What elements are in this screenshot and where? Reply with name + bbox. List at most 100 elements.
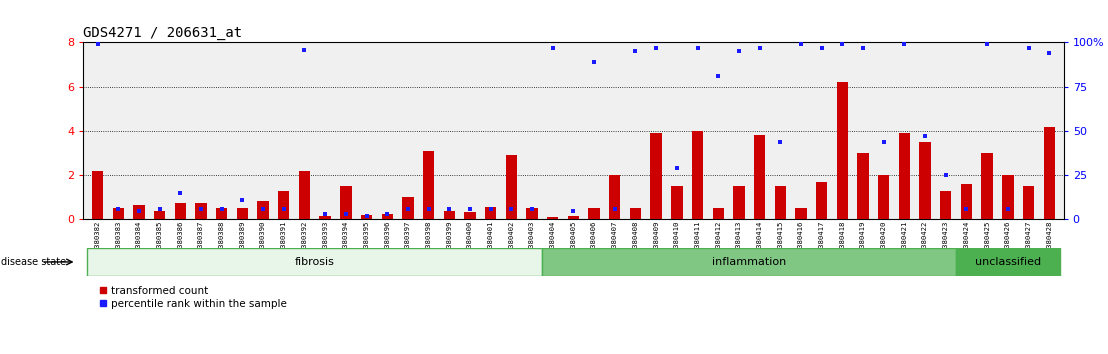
Bar [609, 175, 620, 219]
Point [275, 206, 293, 212]
Point [399, 206, 417, 212]
Bar [133, 205, 145, 219]
Bar [588, 209, 599, 219]
Point [833, 41, 851, 47]
Point [585, 59, 603, 65]
Point [316, 211, 334, 217]
Point [895, 41, 913, 47]
Bar [278, 191, 289, 219]
Bar [629, 209, 642, 219]
Bar [381, 214, 393, 219]
Point [461, 206, 479, 212]
Bar [982, 153, 993, 219]
Bar [195, 203, 207, 219]
Point [792, 41, 810, 47]
Point [89, 41, 106, 47]
Bar [88, 248, 542, 276]
Text: disease state: disease state [1, 257, 66, 267]
Bar [878, 175, 890, 219]
Point [523, 206, 541, 212]
Point [440, 206, 458, 212]
Bar [464, 212, 475, 219]
Bar [650, 133, 661, 219]
Bar [733, 186, 745, 219]
Point [1019, 45, 1037, 51]
Point [627, 48, 645, 54]
Bar [175, 203, 186, 219]
Point [875, 139, 893, 144]
Point [957, 206, 975, 212]
Point [813, 45, 831, 51]
Bar [940, 191, 952, 219]
Bar [1023, 186, 1034, 219]
Bar [113, 209, 124, 219]
Bar [712, 209, 724, 219]
Point [1040, 50, 1058, 56]
Bar [257, 201, 269, 219]
Point [213, 206, 230, 212]
Point [337, 211, 355, 217]
Point [916, 133, 934, 139]
Point [564, 208, 583, 213]
Bar [961, 184, 972, 219]
Bar [361, 215, 372, 219]
Bar [299, 171, 310, 219]
Bar [774, 186, 786, 219]
Point [709, 73, 727, 79]
Text: fibrosis: fibrosis [295, 257, 335, 267]
Point [151, 206, 168, 212]
Text: unclassified: unclassified [975, 257, 1040, 267]
Bar [216, 209, 227, 219]
Bar [753, 135, 766, 219]
Bar [1002, 175, 1014, 219]
Bar [154, 211, 165, 219]
Legend: transformed count, percentile rank within the sample: transformed count, percentile rank withi… [100, 286, 287, 309]
Bar [796, 209, 807, 219]
Point [771, 139, 789, 144]
Bar [319, 216, 331, 219]
Bar [505, 155, 517, 219]
Point [668, 165, 686, 171]
Bar [92, 171, 103, 219]
Point [130, 208, 147, 213]
Point [110, 206, 127, 212]
Point [358, 213, 376, 219]
Point [192, 206, 209, 212]
Bar [443, 211, 455, 219]
Bar [858, 153, 869, 219]
Bar [691, 131, 704, 219]
Bar [340, 186, 351, 219]
Point [647, 45, 665, 51]
Bar [920, 142, 931, 219]
Bar [956, 248, 1059, 276]
Bar [402, 198, 413, 219]
Bar [899, 133, 910, 219]
Bar [671, 186, 683, 219]
Bar [1044, 127, 1055, 219]
Bar [567, 216, 579, 219]
Bar [485, 207, 496, 219]
Bar [815, 182, 828, 219]
Bar [547, 217, 558, 219]
Point [854, 45, 872, 51]
Bar [542, 248, 956, 276]
Point [502, 206, 520, 212]
Point [730, 48, 748, 54]
Point [420, 206, 438, 212]
Point [234, 197, 252, 203]
Text: inflammation: inflammation [712, 257, 787, 267]
Point [296, 47, 314, 52]
Bar [837, 82, 848, 219]
Point [978, 41, 996, 47]
Point [544, 45, 562, 51]
Bar [423, 151, 434, 219]
Point [172, 190, 189, 196]
Point [751, 45, 769, 51]
Point [378, 211, 396, 217]
Point [606, 206, 624, 212]
Bar [526, 209, 537, 219]
Point [689, 45, 707, 51]
Point [937, 172, 955, 178]
Text: GDS4271 / 206631_at: GDS4271 / 206631_at [83, 26, 243, 40]
Point [254, 206, 271, 212]
